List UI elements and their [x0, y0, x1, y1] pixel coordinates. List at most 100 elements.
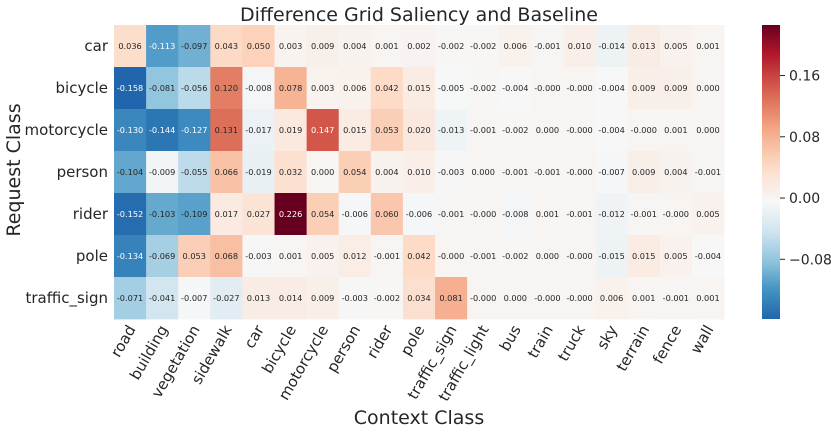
- heatmap-cell: [435, 109, 468, 152]
- colorbar: [762, 25, 780, 319]
- cell-value-label: -0.001: [374, 251, 400, 261]
- cell-value-label: -0.103: [149, 209, 175, 219]
- cell-value-label: 0.009: [632, 167, 655, 177]
- cell-value-label: 0.004: [343, 41, 366, 51]
- cell-value-label: -0.001: [438, 209, 464, 219]
- cell-value-label: -0.000: [566, 293, 592, 303]
- colorbar-tick-label: 0.00: [789, 191, 820, 207]
- column-label: rider: [363, 321, 397, 361]
- cell-value-label: -0.000: [438, 251, 464, 261]
- cell-value-label: -0.001: [502, 167, 528, 177]
- heatmap-cell: [338, 277, 372, 320]
- heatmap-cell: [659, 67, 693, 110]
- colorbar-tick-label: 0.16: [789, 69, 820, 85]
- cell-value-label: -0.001: [470, 251, 496, 261]
- column-label: train: [524, 322, 557, 361]
- column-label: truck: [554, 322, 589, 365]
- cell-value-label: -0.001: [631, 209, 657, 219]
- column-label: pole: [397, 322, 429, 359]
- cell-value-label: 0.005: [664, 251, 687, 261]
- cell-value-label: -0.007: [598, 167, 624, 177]
- heatmap-cell: [402, 235, 436, 278]
- cell-value-label: -0.003: [245, 251, 271, 261]
- heatmap-cell: [114, 67, 147, 110]
- y-axis-label: Request Class: [3, 103, 25, 236]
- cell-value-label: 0.009: [632, 83, 655, 93]
- cell-value-label: 0.068: [215, 251, 238, 261]
- heatmap-cell: [691, 235, 725, 278]
- cell-value-label: 0.000: [536, 125, 559, 135]
- cell-value-label: 0.027: [247, 209, 270, 219]
- heatmap-cell: [435, 193, 468, 236]
- heatmap-cell: [338, 151, 372, 194]
- heatmap-cell: [467, 151, 500, 194]
- cell-value-label: -0.005: [438, 83, 464, 93]
- heatmap-cell: [370, 67, 404, 110]
- heatmap-cell: [242, 235, 275, 278]
- cell-value-label: 0.014: [279, 293, 302, 303]
- cell-value-label: 0.000: [311, 167, 334, 177]
- row-label: traffic_sign: [26, 289, 109, 308]
- cell-value-label: 0.006: [504, 41, 527, 51]
- heatmap-cell: [370, 277, 404, 320]
- heatmap-cell: [370, 151, 404, 194]
- heatmap-cell: [306, 235, 340, 278]
- cell-value-label: -0.144: [149, 125, 175, 135]
- heatmap-cells: 0.036 -0.113 -0.097 0.043 0.050 0.003 0.009 0.0…: [114, 25, 725, 320]
- cell-value-label: -0.158: [117, 83, 143, 93]
- cell-value-label: -0.000: [631, 125, 657, 135]
- cell-value-label: 0.054: [343, 167, 366, 177]
- cell-value-label: -0.001: [470, 125, 496, 135]
- cell-value-label: -0.002: [470, 83, 496, 93]
- cell-value-label: -0.134: [117, 251, 143, 261]
- heatmap-cell: [531, 67, 564, 110]
- heatmap-cell: [146, 193, 179, 236]
- cell-value-label: -0.001: [663, 293, 689, 303]
- heatmap-cell: [627, 109, 661, 152]
- heatmap-cell: [338, 25, 372, 68]
- cell-value-label: -0.003: [342, 293, 368, 303]
- cell-value-label: -0.027: [213, 293, 239, 303]
- heatmap-cell: [467, 67, 500, 110]
- cell-value-label: -0.041: [149, 293, 175, 303]
- cell-value-label: -0.013: [438, 125, 464, 135]
- cell-value-label: 0.036: [118, 41, 141, 51]
- row-label: person: [57, 163, 108, 181]
- cell-value-label: 0.042: [375, 83, 398, 93]
- heatmap-cell: [659, 151, 693, 194]
- cell-value-label: 0.042: [407, 251, 430, 261]
- cell-value-label: 0.120: [215, 83, 238, 93]
- heatmap-cell: [146, 67, 179, 110]
- cell-value-label: -0.012: [598, 209, 624, 219]
- cell-value-label: -0.069: [149, 251, 175, 261]
- cell-value-label: 0.001: [632, 293, 655, 303]
- cell-value-label: -0.004: [502, 83, 528, 93]
- heatmap-cell: [691, 109, 725, 152]
- column-label: wall: [687, 322, 717, 357]
- cell-value-label: -0.009: [149, 167, 175, 177]
- heatmap-cell: [531, 193, 564, 236]
- heatmap-cell: [531, 277, 564, 320]
- heatmap-cell: [659, 277, 693, 320]
- cell-value-label: -0.002: [438, 41, 464, 51]
- cell-value-label: 0.003: [311, 83, 334, 93]
- cell-value-label: -0.001: [566, 209, 592, 219]
- cell-value-label: 0.131: [215, 125, 238, 135]
- heatmap-cell: [691, 67, 725, 110]
- cell-value-label: -0.055: [181, 167, 207, 177]
- heatmap-cell: [595, 235, 629, 278]
- heatmap-cell: [402, 25, 436, 68]
- heatmap-cell: [370, 193, 404, 236]
- cell-value-label: 0.078: [279, 83, 302, 93]
- heatmap-cell: [242, 193, 275, 236]
- heatmap-cell: [499, 151, 532, 194]
- heatmap-cell: [563, 109, 596, 152]
- heatmap-cell: [370, 109, 404, 152]
- cell-value-label: 0.010: [568, 41, 591, 51]
- cell-value-label: -0.000: [470, 293, 496, 303]
- cell-value-label: 0.004: [375, 167, 398, 177]
- cell-value-label: 0.019: [279, 125, 302, 135]
- heatmap-cell: [402, 151, 436, 194]
- cell-value-label: 0.226: [279, 209, 302, 219]
